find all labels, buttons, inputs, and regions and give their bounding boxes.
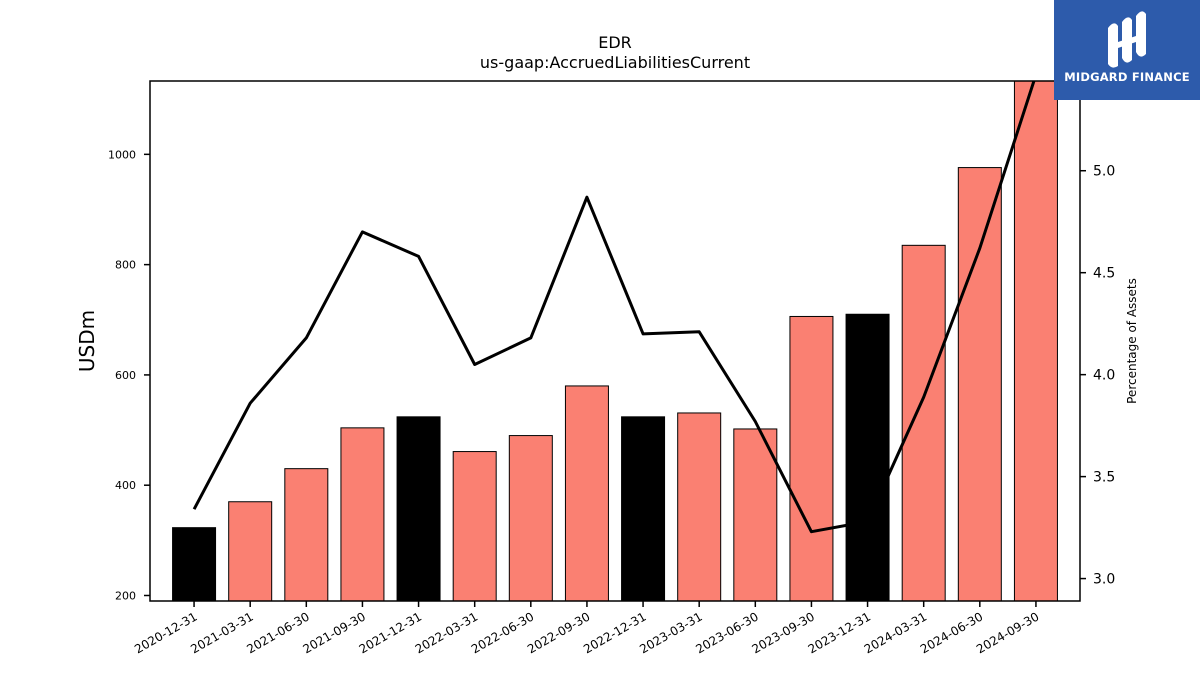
bar-2023-06-30 [733, 428, 778, 602]
x-tick-label: 2023-12-31 [806, 609, 873, 656]
logo-text: MIDGARD FINANCE [1064, 70, 1190, 84]
x-tick-label: 2020-12-31 [132, 609, 199, 656]
x-tick-label: 2022-09-30 [525, 609, 592, 656]
bar-2022-03-31 [452, 451, 497, 602]
bar-2022-09-30 [564, 385, 609, 602]
y2-tick-label: 3.0 [1093, 572, 1115, 588]
x-tick-label: 2022-03-31 [413, 609, 480, 656]
x-tick-label: 2024-09-30 [974, 609, 1041, 656]
bar-2021-03-31 [228, 501, 273, 602]
bar-2022-12-31 [621, 416, 666, 602]
x-tick-label: 2022-06-30 [469, 609, 536, 656]
y-axis-label: USDm [75, 310, 99, 372]
x-tick-label: 2021-06-30 [244, 609, 311, 656]
x-tick-label: 2021-03-31 [188, 609, 255, 656]
chart-subtitle: us-gaap:AccruedLiabilitiesCurrent [480, 53, 750, 72]
y2-tick-label: 5.0 [1093, 164, 1115, 180]
y2-tick-label: 3.5 [1093, 470, 1115, 486]
x-tick-label: 2023-09-30 [750, 609, 817, 656]
x-tick-label: 2022-12-31 [581, 609, 648, 656]
x-tick-label: 2023-03-31 [637, 609, 704, 656]
y-tick-label: 200 [115, 589, 136, 602]
x-tick-label: 2021-09-30 [301, 609, 368, 656]
bar-2021-09-30 [340, 427, 385, 602]
x-tick-label: 2021-12-31 [357, 609, 424, 656]
x-tick-label: 2024-03-31 [862, 609, 929, 656]
y-tick-label: 1000 [108, 148, 136, 161]
logo-mark-icon [1108, 11, 1146, 68]
bar-2024-09-30 [1013, 80, 1058, 602]
percentage-line [192, 81, 1036, 534]
x-tick-label: 2024-06-30 [918, 609, 985, 656]
y-tick-label: 400 [115, 479, 136, 492]
bar-2021-06-30 [284, 468, 329, 602]
plot-frame [149, 80, 1081, 602]
bar-2024-06-30 [957, 167, 1002, 602]
y2-axis-label: Percentage of Assets [1125, 278, 1139, 404]
x-tick-label: 2023-06-30 [693, 609, 760, 656]
y2-tick-label: 4.0 [1093, 368, 1115, 384]
y-tick-label: 600 [115, 369, 136, 382]
bar-2022-06-30 [508, 435, 553, 602]
chart-title: EDR [598, 33, 632, 52]
bar-2023-12-31 [845, 313, 890, 602]
y2-tick-label: 4.5 [1093, 266, 1115, 282]
bar-2023-09-30 [789, 315, 834, 602]
midgard-finance-logo: MIDGARD FINANCE [1054, 0, 1200, 100]
y-tick-label: 800 [115, 259, 136, 272]
bar-2021-12-31 [396, 416, 441, 602]
bar-2024-03-31 [901, 244, 946, 602]
bar-2023-03-31 [677, 412, 722, 602]
bar-2020-12-31 [172, 527, 217, 602]
